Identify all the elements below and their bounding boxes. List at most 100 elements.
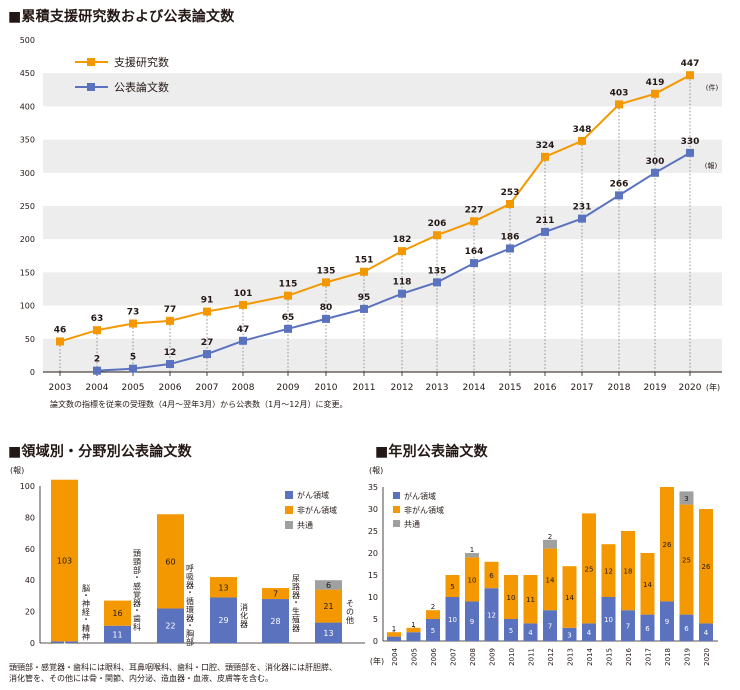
year-bar-segment bbox=[465, 601, 479, 641]
y-tick-label: 150 bbox=[20, 268, 35, 277]
y-axis-unit: (報) bbox=[10, 466, 24, 475]
papers-series-marker bbox=[203, 350, 211, 359]
y-tick-label: 200 bbox=[20, 235, 35, 244]
year-bar-value: 4 bbox=[528, 629, 533, 637]
year-bar-value: 6 bbox=[489, 572, 494, 580]
field-bar-value: 13 bbox=[323, 629, 333, 638]
studies-series-marker bbox=[129, 319, 137, 328]
papers-series-data-label: 47 bbox=[237, 325, 250, 335]
x-tick-label: 2015 bbox=[499, 383, 522, 393]
studies-series-marker bbox=[615, 100, 623, 109]
papers-series-data-label: 12 bbox=[164, 348, 177, 358]
studies-series-data-label: 182 bbox=[393, 235, 412, 245]
year-bar-segment bbox=[445, 575, 460, 597]
year-bar-value: 7 bbox=[626, 623, 630, 631]
studies-series-data-label: 63 bbox=[91, 314, 104, 324]
studies-series-data-label: 91 bbox=[201, 296, 214, 306]
year-bar-segment bbox=[504, 575, 518, 619]
papers-series-marker bbox=[322, 314, 330, 323]
y-tick-label: 450 bbox=[20, 69, 35, 78]
grid-band bbox=[43, 272, 722, 306]
year-bar-value: 11 bbox=[526, 596, 535, 604]
papers-series-data-label: 135 bbox=[428, 266, 447, 276]
year-bar-value: 14 bbox=[643, 581, 652, 589]
year-bar-value: 10 bbox=[507, 594, 516, 602]
field-bar-value: 21 bbox=[323, 602, 333, 611]
year-bar-segment bbox=[387, 636, 401, 641]
year-bar-segment bbox=[621, 531, 635, 611]
year-tick-label: 2008 bbox=[469, 648, 477, 666]
y-tick-label: 30 bbox=[368, 505, 378, 514]
x-tick-label: 2004 bbox=[86, 383, 109, 393]
studies-series-marker bbox=[166, 316, 174, 325]
year-bar-segment bbox=[426, 619, 440, 641]
papers-series-data-label: 211 bbox=[536, 216, 555, 226]
studies-series-marker bbox=[686, 71, 694, 80]
year-bar-segment bbox=[543, 610, 557, 641]
year-bar-segment bbox=[640, 614, 655, 641]
legend-label: がん領域 bbox=[297, 490, 329, 500]
year-bar-value: 14 bbox=[546, 576, 555, 584]
year-bar-value: 5 bbox=[450, 583, 454, 591]
field-bar-segment bbox=[315, 589, 342, 623]
y-tick-label: 0 bbox=[30, 368, 35, 377]
field-bar-segment bbox=[210, 597, 237, 643]
legend-marker bbox=[87, 58, 95, 66]
field-bar-value: 28 bbox=[270, 617, 280, 626]
papers-series-marker bbox=[284, 324, 292, 333]
field-category-label: 頭頸部・感覚器・歯科 bbox=[133, 549, 141, 632]
field-bar-segment bbox=[315, 580, 342, 590]
year-bar-value: 5 bbox=[509, 627, 513, 635]
y-tick-label: 60 bbox=[25, 545, 35, 554]
papers-series-marker bbox=[651, 168, 659, 177]
year-bar-value: 6 bbox=[684, 625, 689, 633]
y-tick-label: 400 bbox=[20, 102, 35, 111]
field-bar-segment bbox=[262, 599, 289, 643]
studies-series-marker bbox=[541, 152, 549, 161]
papers-series-data-label: 330 bbox=[681, 137, 700, 147]
field-bar-value: 29 bbox=[218, 616, 228, 625]
year-bar-value: 25 bbox=[682, 557, 691, 565]
x-tick-label: 2019 bbox=[644, 383, 667, 393]
studies-series-marker bbox=[239, 300, 247, 309]
year-tick-label: 2020 bbox=[703, 648, 711, 666]
year-bar-value: 3 bbox=[684, 495, 688, 503]
papers-series-data-label: 5 bbox=[130, 353, 136, 363]
year-tick-label: 2018 bbox=[664, 648, 672, 666]
chart1-note: 論文数の指標を従来の受理数（4月〜翌年3月）から公表数（1月〜12月）に変更。 bbox=[50, 400, 348, 409]
x-tick-label: 2012 bbox=[391, 383, 414, 393]
studies-series-marker bbox=[284, 291, 292, 300]
papers-series-marker bbox=[93, 366, 101, 375]
year-tick-label: 2004 bbox=[391, 647, 399, 665]
legend-swatch bbox=[393, 520, 400, 527]
legend-label: 支援研究数 bbox=[114, 55, 169, 69]
year-bar-value: 6 bbox=[645, 625, 650, 633]
year-bar-value: 12 bbox=[604, 568, 613, 576]
studies-series-data-label: 115 bbox=[279, 280, 298, 290]
year-tick-label: 2005 bbox=[411, 648, 419, 666]
legend-swatch bbox=[393, 506, 400, 513]
legend-marker bbox=[87, 83, 95, 91]
year-tick-label: 2011 bbox=[528, 648, 536, 666]
year-bar-value: 4 bbox=[587, 629, 592, 637]
field-bar-segment bbox=[51, 641, 78, 643]
year-bar-value: 18 bbox=[624, 568, 633, 576]
papers-series-data-label: 80 bbox=[320, 303, 333, 313]
studies-series-marker bbox=[578, 136, 586, 145]
y-tick-label: 0 bbox=[30, 639, 35, 648]
legend-swatch bbox=[285, 506, 293, 514]
papers-series-marker bbox=[578, 214, 586, 223]
studies-series-data-label: 348 bbox=[573, 125, 592, 135]
year-tick-label: 2017 bbox=[645, 648, 653, 666]
studies-series-data-label: 151 bbox=[355, 256, 374, 266]
studies-series-line bbox=[59, 74, 691, 343]
legend-label: 非がん領域 bbox=[297, 505, 337, 515]
year-bar-segment bbox=[543, 539, 557, 549]
field-category-label: 脳・神経・精神 bbox=[82, 583, 90, 641]
studies-series-data-label: 46 bbox=[54, 325, 67, 335]
grid-band bbox=[43, 139, 722, 173]
y-tick-label: 20 bbox=[368, 549, 378, 558]
field-bar-value: 22 bbox=[165, 622, 175, 631]
